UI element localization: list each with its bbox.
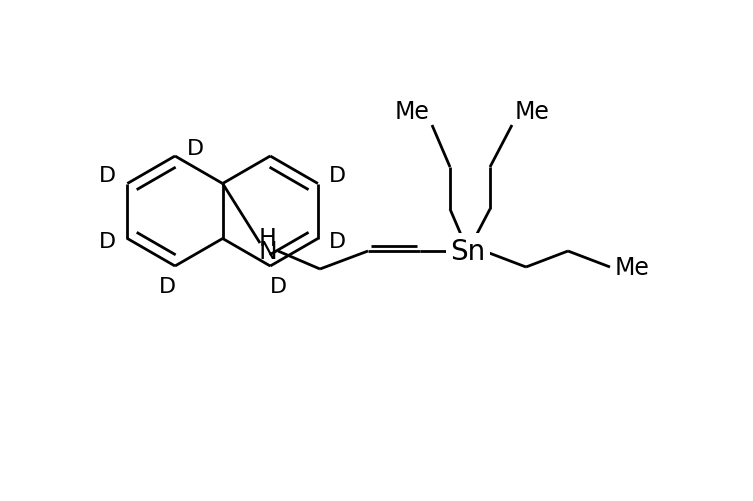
Text: D: D <box>270 277 287 297</box>
Text: D: D <box>99 166 116 186</box>
Text: D: D <box>99 231 116 251</box>
Text: D: D <box>158 277 175 297</box>
Text: D: D <box>329 231 346 251</box>
Text: H: H <box>259 226 277 250</box>
Text: N: N <box>258 239 277 264</box>
Text: D: D <box>187 139 203 159</box>
Text: Me: Me <box>514 100 550 124</box>
Text: Me: Me <box>395 100 429 124</box>
Text: Me: Me <box>614 256 649 280</box>
Text: Sn: Sn <box>450 237 486 266</box>
Text: D: D <box>329 166 346 186</box>
Text: Sn: Sn <box>450 237 486 266</box>
